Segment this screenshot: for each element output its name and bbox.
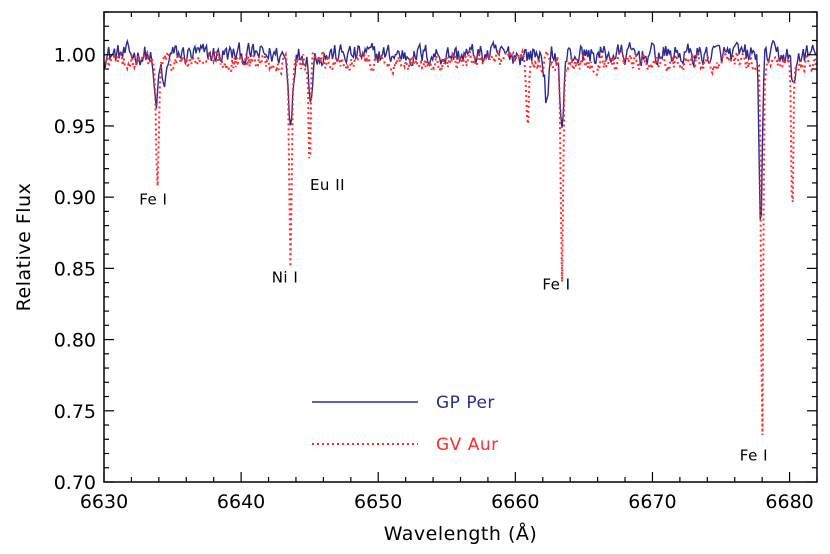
series-line-gp-per bbox=[104, 38, 817, 220]
series-line-gv-aur bbox=[104, 46, 817, 436]
y-tick-label: 0.90 bbox=[54, 187, 96, 209]
line-annotations: Fe I Eu II Ni I Fe I Fe I bbox=[139, 176, 768, 465]
axes: 6630 6640 6650 6660 6670 6680 0.70 0.75 0.80 0.85… bbox=[13, 11, 818, 545]
y-tick-label: 0.70 bbox=[54, 472, 96, 494]
series-layer bbox=[104, 38, 817, 436]
y-tick-label: 1.00 bbox=[54, 45, 96, 67]
x-tick-label: 6680 bbox=[765, 491, 813, 513]
line-label: Fe I bbox=[542, 276, 570, 294]
y-tick-label: 0.85 bbox=[54, 258, 96, 280]
x-tick-label: 6670 bbox=[628, 491, 676, 513]
line-label: Fe I bbox=[740, 447, 768, 465]
y-tick-label: 0.75 bbox=[54, 401, 96, 423]
y-tick-label: 0.95 bbox=[54, 116, 96, 138]
line-label: Ni I bbox=[272, 269, 299, 287]
y-axis-title: Relative Flux bbox=[13, 183, 35, 312]
legend-label: GP Per bbox=[436, 393, 495, 413]
x-axis-title: Wavelength (Å) bbox=[384, 522, 538, 545]
line-label: Eu II bbox=[310, 176, 345, 194]
y-tick-label: 0.80 bbox=[54, 330, 96, 352]
line-label: Fe I bbox=[139, 190, 167, 208]
x-tick-label: 6640 bbox=[217, 491, 265, 513]
x-tick-label: 6650 bbox=[354, 491, 402, 513]
legend: GP Per GV Aur bbox=[312, 393, 499, 455]
x-tick-label: 6660 bbox=[491, 491, 539, 513]
x-tick-label: 6630 bbox=[80, 491, 128, 513]
legend-label: GV Aur bbox=[436, 435, 499, 455]
